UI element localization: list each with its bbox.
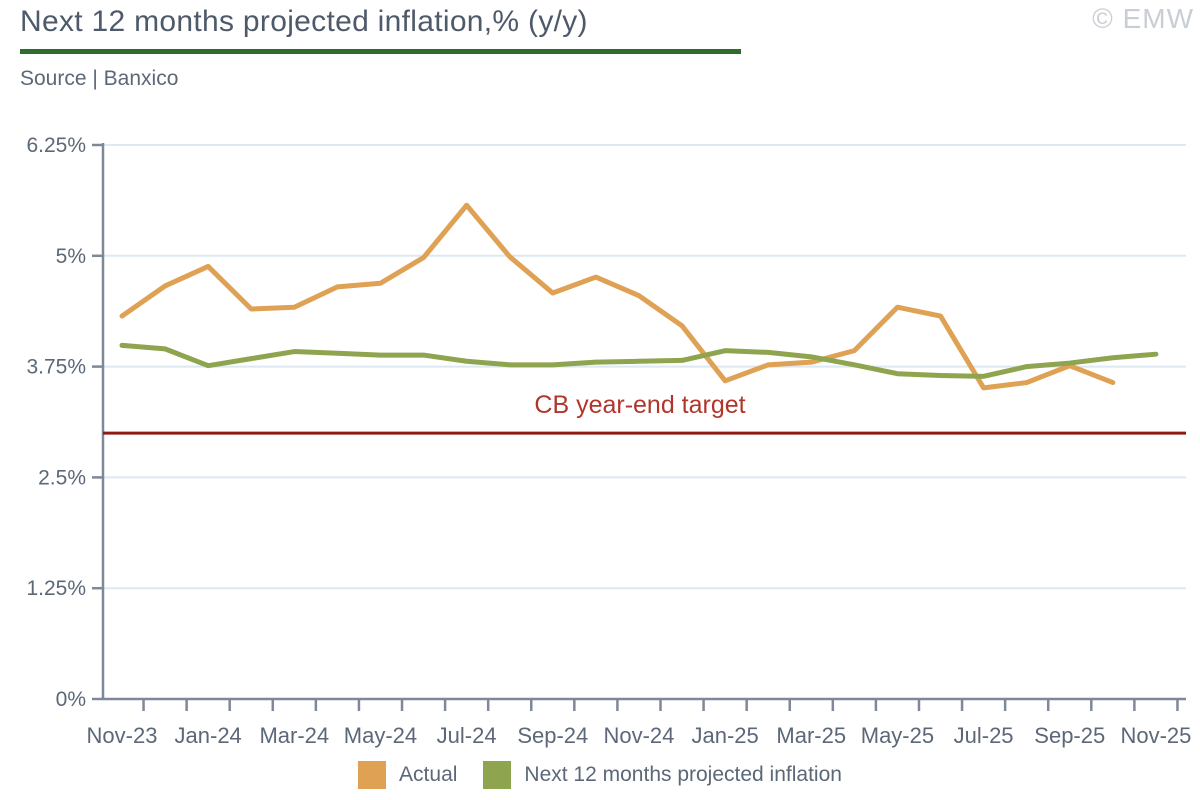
legend-item-actual: Actual — [358, 761, 457, 789]
x-tick-label: Jan-25 — [691, 723, 758, 748]
copyright-watermark: © EMW — [1092, 3, 1194, 34]
actual-line — [119, 202, 1116, 391]
y-tick-label: 5% — [56, 245, 86, 268]
x-tick-label: May-25 — [861, 723, 934, 748]
legend-label-actual: Actual — [399, 763, 458, 786]
actual-series-swatch — [358, 761, 387, 789]
legend-item-projected: Next 12 months projected inflation — [483, 761, 842, 789]
x-tick-label: Nov-24 — [603, 723, 674, 748]
y-tick-label: 3.75% — [26, 356, 86, 379]
x-tick-label: Nov-25 — [1120, 723, 1191, 748]
x-tick-label: Jul-25 — [954, 723, 1014, 748]
target-line-label: CB year-end target — [534, 391, 745, 419]
chart-legend: Actual Next 12 months projected inflatio… — [0, 761, 1200, 789]
y-tick-label: 0% — [56, 688, 86, 711]
projected-line — [119, 342, 1159, 379]
source-caption: Source | Banxico — [20, 67, 179, 90]
page-title: Next 12 months projected inflation,% (y/… — [20, 5, 588, 38]
y-tick-label: 1.25% — [26, 577, 86, 600]
x-tick-label: Mar-24 — [259, 723, 329, 748]
x-tick-label: Nov-23 — [87, 723, 158, 748]
x-tick-label: Sep-24 — [517, 723, 588, 748]
x-tick-label: Jan-24 — [175, 723, 242, 748]
title-underline — [20, 49, 741, 54]
x-tick-label: May-24 — [344, 723, 417, 748]
x-tick-label: Mar-25 — [776, 723, 846, 748]
legend-label-projected: Next 12 months projected inflation — [524, 763, 842, 786]
x-tick-label: Sep-25 — [1034, 723, 1105, 748]
y-tick-label: 2.5% — [38, 466, 86, 489]
x-tick-label: Jul-24 — [437, 723, 497, 748]
projected-series-swatch — [483, 761, 512, 789]
y-tick-label: 6.25% — [26, 134, 86, 157]
